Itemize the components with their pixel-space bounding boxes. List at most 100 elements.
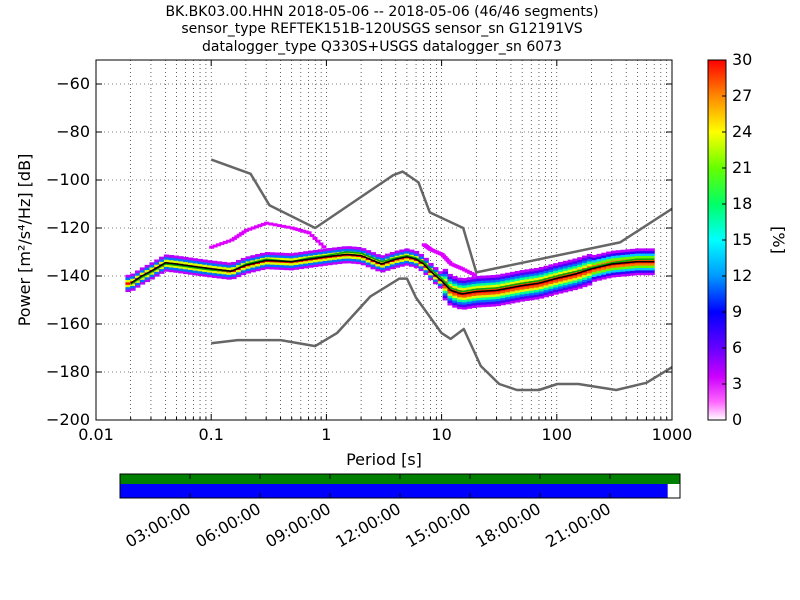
heatmap-cell — [159, 271, 165, 274]
heatmap-cell — [125, 282, 131, 285]
heatmap-outlier-cell — [303, 230, 309, 234]
heatmap-cell — [452, 302, 458, 306]
heatmap-cell — [461, 282, 468, 286]
heatmap-cell — [211, 275, 218, 278]
heatmap-cell — [533, 284, 540, 288]
heatmap-cell — [442, 268, 449, 272]
heatmap-cell — [293, 252, 300, 256]
heatmap-cell — [149, 267, 155, 270]
heatmap-cell — [543, 270, 550, 274]
heatmap-cell — [625, 270, 631, 274]
heatmap-cell — [505, 277, 511, 281]
heatmap-cell — [490, 282, 497, 286]
heatmap-cell — [452, 300, 458, 303]
heatmap-cell — [500, 302, 506, 306]
heatmap-outlier-cell — [321, 245, 327, 249]
heatmap-cell — [548, 290, 554, 294]
heatmap-cell — [452, 283, 458, 287]
heatmap-cell — [577, 266, 583, 270]
heatmap-cell — [461, 301, 468, 305]
heatmap-cell — [562, 270, 569, 274]
heatmap-cell — [533, 267, 540, 271]
heatmap-cell — [221, 264, 227, 268]
heatmap-cell — [197, 273, 203, 277]
heatmap-cell — [562, 287, 569, 291]
heatmap-cell — [558, 269, 564, 272]
heatmap-cell — [471, 295, 477, 299]
heatmap-cell — [255, 268, 261, 272]
heatmap-cell — [500, 290, 506, 294]
heatmap-cell — [442, 278, 449, 282]
heatmap-cell — [365, 250, 372, 253]
heatmap-cell — [139, 276, 146, 280]
heatmap-cell — [476, 283, 482, 286]
heatmap-cell — [509, 291, 516, 294]
heatmap-outlier-cell — [445, 259, 451, 263]
heatmap-cell — [461, 304, 468, 308]
heatmap-cell — [606, 258, 612, 262]
heatmap-cell — [601, 255, 607, 258]
heatmap-cell — [259, 264, 266, 268]
heatmap-cell — [548, 264, 554, 268]
nhnm-curve — [210, 158, 672, 274]
heatmap-cell — [341, 248, 348, 252]
heatmap-cell — [264, 254, 271, 258]
heatmap-cell — [490, 294, 497, 298]
heatmap-cell — [274, 262, 280, 265]
heatmap-cell — [332, 249, 338, 253]
heatmap-cell — [529, 287, 535, 291]
heatmap-cell — [495, 279, 501, 283]
heatmap-cell — [514, 278, 521, 281]
heatmap-cell — [553, 272, 559, 276]
heatmap-cell — [423, 269, 429, 273]
heatmap-cell — [586, 277, 593, 281]
heatmap-cell — [620, 273, 626, 277]
heatmap-cell — [125, 286, 131, 290]
heatmap-cell — [500, 280, 506, 284]
heatmap-cell — [586, 258, 593, 262]
heatmap-cell — [240, 269, 247, 273]
heatmap-cell — [178, 265, 184, 269]
heatmap-cell — [529, 290, 535, 294]
heatmap-cell — [543, 284, 550, 288]
heatmap-cell — [375, 256, 381, 260]
heatmap-cell — [433, 276, 439, 280]
chart-title-line-1: BK.BK03.00.HHN 2018-05-06 -- 2018-05-06 … — [165, 4, 598, 20]
heatmap-outlier-cell — [264, 221, 270, 225]
heatmap-cell — [591, 254, 598, 258]
heatmap-cell — [524, 269, 530, 273]
heatmap-cell — [192, 270, 199, 274]
heatmap-cell — [562, 282, 569, 286]
heatmap-cell — [380, 269, 386, 273]
heatmap-cell — [279, 257, 285, 261]
heatmap-cell — [644, 255, 650, 259]
heatmap-cell — [360, 250, 367, 254]
heatmap-cell — [538, 269, 545, 273]
heatmap-cell — [505, 279, 511, 283]
heatmap-cell — [630, 263, 636, 267]
heatmap-cell — [485, 275, 492, 279]
heatmap-cell — [452, 280, 458, 284]
heatmap-cell — [437, 283, 444, 287]
heatmap-cell — [163, 256, 170, 260]
heatmap-cell — [130, 278, 136, 282]
heatmap-cell — [255, 258, 261, 262]
heatmap-cell — [370, 264, 376, 267]
heatmap-cell — [572, 258, 578, 262]
colorbar-ticks: 0 3 6 9 12 15 18 21 24 27 30 — [722, 50, 752, 429]
heatmap-cell — [471, 302, 477, 306]
heatmap-cell — [524, 271, 530, 275]
heatmap-cell — [284, 255, 290, 259]
heatmap-cell — [509, 293, 516, 297]
heatmap-cell — [625, 263, 631, 267]
heatmap-cell — [606, 253, 612, 257]
heatmap-cell — [582, 272, 588, 276]
heatmap-cell — [341, 255, 348, 259]
heatmap-cell — [264, 252, 271, 255]
heatmap-cell — [173, 257, 179, 261]
heatmap-cell — [284, 252, 290, 256]
y-tick-label: −160 — [46, 314, 90, 333]
plot-area — [96, 60, 672, 420]
heatmap-cell — [529, 285, 535, 289]
heatmap-cell — [471, 293, 477, 296]
